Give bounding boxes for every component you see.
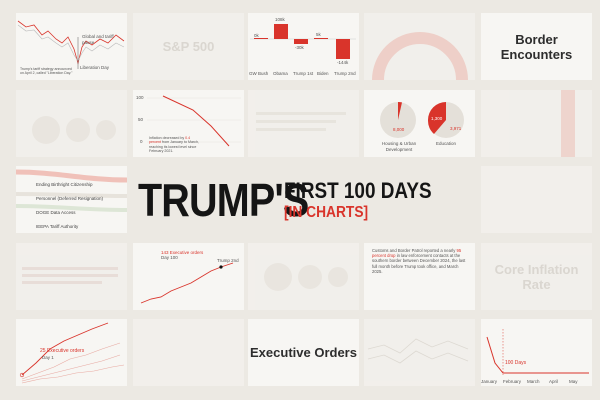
sp500-title: S&P 500 (162, 39, 215, 54)
ytick-0: 100 (136, 95, 144, 100)
exec-orders-multi-tile: 25 Executive orders Day 1 (16, 319, 127, 386)
waterfall-bar-biden (314, 38, 328, 39)
waterfall-bar-trump2 (336, 39, 350, 59)
tariff-note-top: Global and tariff pause (82, 34, 114, 45)
waterfall-label-4: -144k (337, 60, 349, 65)
inflation-text-red: 0.4 percent (149, 136, 191, 145)
border-text-before: Customs and Border Patrol reported a nea… (372, 248, 456, 253)
exec-orders-marker-label: Trump 2nd (217, 258, 239, 263)
waterfall-bar-obama (274, 24, 288, 39)
tariff-line-chart-tile: Global and tariff pause Liberation Day T… (16, 13, 127, 80)
waterfall-cat-1: Obama (273, 71, 288, 76)
waterfall-label-3: 5k (316, 32, 321, 37)
waterfall-label-1: 108k (275, 17, 285, 22)
inflation-text-after: from January to March, reaching its lowe… (149, 140, 199, 154)
pie-left-value: 8,000 (393, 127, 405, 132)
days-xtick-1: February (503, 379, 522, 384)
legend-item-2: DOGE Data Access (36, 210, 76, 215)
pie-right-value-red: 1,300 (431, 116, 443, 121)
faded-bubbles (32, 116, 116, 144)
headline: TRUMP'S FIRST 100 DAYS [IN CHARTS] (138, 175, 468, 231)
exec-orders-marker (219, 265, 223, 269)
arc-gauge (372, 32, 468, 80)
pie-charts (380, 101, 464, 138)
arc-gauge-tile (364, 13, 475, 80)
border-encounters-title: Border Encounters (500, 31, 573, 62)
faded-text-lines (256, 112, 346, 131)
exec-orders-sublabel: Day 100 (161, 255, 178, 260)
waterfall-cat-2: Trump 1st (293, 71, 314, 76)
headline-line2: [IN CHARTS] (284, 204, 369, 221)
waterfall-cat-4: Trump 2nd (334, 71, 356, 76)
waterfall-label-2: -30k (295, 45, 304, 50)
exec-orders-multi (19, 322, 125, 384)
headline-line1: FIRST 100 DAYS (284, 178, 432, 203)
headline-main: TRUMP'S (138, 174, 309, 226)
faded-blank-tile (133, 319, 244, 386)
exec-orders-label: 143 Executive orders (161, 250, 204, 255)
tariff-note-bottom: Liberation Day (80, 65, 110, 70)
inflation-decline-chart (147, 95, 241, 147)
waterfall-label-0: 0k (254, 33, 259, 38)
sp500-tile: S&P 500 (133, 13, 244, 80)
inflation-decline-tile: 100 50 0 Inflation decreased by 0.4 perc… (133, 90, 244, 157)
border-text-red: 95 percent drop (372, 248, 462, 259)
days-xtick-3: April (549, 379, 559, 384)
legend-item-1: Personnel (Deferred Resignation) (36, 196, 104, 201)
waterfall-bar-trump1 (294, 39, 308, 44)
legend-item-0: Ending Birthright Citizenship (36, 182, 93, 187)
ytick-1: 50 (138, 117, 144, 122)
days-xtick-0: January (481, 379, 498, 384)
legend-item-3: IEEPA Tariff Authority (36, 224, 79, 229)
border-paragraph: Customs and Border Patrol reported a nea… (372, 248, 467, 274)
pie-right-value: 3,971 (450, 126, 462, 131)
days-100-label: 100 Days (505, 360, 527, 366)
faded-bubbles-2 (264, 263, 348, 291)
faded-lines-tile (364, 319, 475, 386)
executive-orders-title: Executive Orders (250, 345, 357, 360)
faded-bubbles-tile-2 (248, 243, 359, 310)
legend-tile: Ending Birthright Citizenship Personnel … (16, 166, 127, 233)
days-100-tile: 100 Days January February March April Ma… (481, 319, 592, 386)
faded-text-tile (248, 90, 359, 157)
ytick-2: 0 (140, 139, 143, 144)
days-xtick-2: March (527, 379, 540, 384)
faded-paragraph (22, 267, 118, 284)
pie-charts-tile: 8,000 Housing & Urban Development 1,300 … (364, 90, 475, 157)
faded-paragraph-tile (16, 243, 127, 310)
inflation-text-before: Inflation decreased by (149, 136, 185, 140)
faded-right-tile (481, 166, 592, 233)
exec-orders-curve-tile: 143 Executive orders Day 100 Trump 2nd (133, 243, 244, 310)
waterfall-cat-3: Biden (317, 71, 329, 76)
core-inflation-tile: Core Inflation Rate (481, 243, 592, 310)
tariff-footnote: Trump's tariff strategy announced on Apr… (20, 67, 73, 75)
day1-marker (19, 372, 25, 378)
border-encounters-tile: Border Encounters (481, 13, 592, 80)
exec-orders-curve (140, 262, 234, 304)
exec-multi-sublabel: Day 1 (42, 355, 54, 360)
faded-bubbles-tile (16, 90, 127, 157)
faded-lines (367, 338, 469, 364)
inflation-annotation: Inflation decreased by 0.4 percent from … (149, 136, 203, 154)
waterfall-chart-tile: 0k 108k -30k 5k -144k GW Bush Obama Trum… (248, 13, 359, 80)
waterfall-chart (250, 24, 356, 59)
tariff-line-chart (17, 20, 125, 69)
waterfall-bar-gwbush (254, 38, 268, 39)
faded-bar (561, 90, 575, 157)
pie-left-label: Housing & Urban Development (381, 141, 417, 152)
days-xtick-4: May (569, 379, 578, 384)
border-text-tile: Customs and Border Patrol reported a nea… (364, 243, 475, 310)
pie-right-label: Education (436, 141, 457, 146)
faded-bar-tile (481, 90, 592, 157)
border-text-after: in law enforcement contacts at the south… (372, 253, 466, 274)
exec-multi-label: 25 Executive orders (40, 348, 85, 354)
executive-orders-tile: Executive Orders (248, 319, 359, 386)
waterfall-cat-0: GW Bush (249, 71, 269, 76)
days-100-chart (486, 329, 589, 375)
legend-flows (16, 169, 127, 212)
core-inflation-title: Core Inflation Rate (494, 261, 579, 292)
